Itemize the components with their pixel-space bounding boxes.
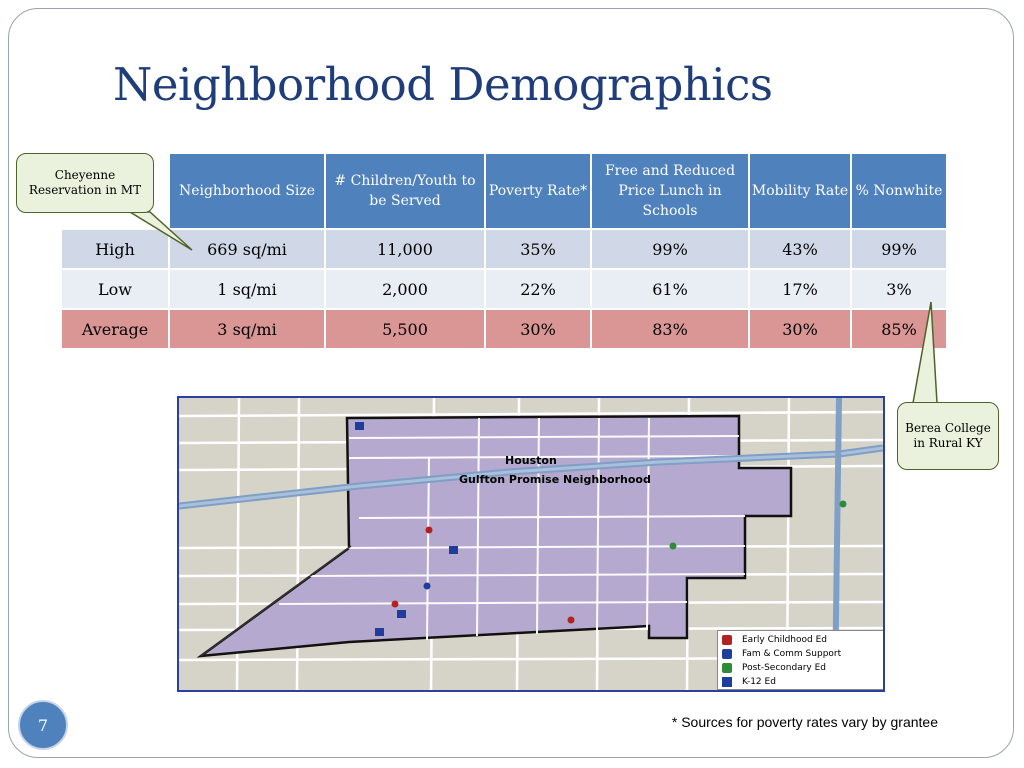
table-cell: 5,500 bbox=[324, 308, 486, 350]
table-cell: 22% bbox=[484, 268, 592, 310]
table-cell: 17% bbox=[748, 268, 852, 310]
table-cell: 30% bbox=[484, 308, 592, 350]
demographics-table: Neighborhood Size # Children/Youth to be… bbox=[60, 152, 948, 350]
header-percent-nonwhite: % Nonwhite bbox=[850, 152, 948, 230]
table-cell: 30% bbox=[748, 308, 852, 350]
header-mobility-rate: Mobility Rate bbox=[748, 152, 852, 230]
row-label: Low bbox=[60, 268, 170, 310]
map-city-label: Houston bbox=[505, 454, 557, 467]
table-cell: 2,000 bbox=[324, 268, 486, 310]
header-poverty-rate: Poverty Rate* bbox=[484, 152, 592, 230]
table-row: High 669 sq/mi 11,000 35% 99% 43% 99% bbox=[60, 228, 948, 270]
table-cell: 11,000 bbox=[324, 228, 486, 270]
green-pin-icon bbox=[722, 663, 732, 673]
table-row: Average 3 sq/mi 5,500 30% 83% 30% 85% bbox=[60, 308, 948, 350]
table-cell: 1 sq/mi bbox=[168, 268, 326, 310]
school-icon bbox=[722, 677, 732, 687]
blue-pin-icon bbox=[722, 649, 732, 659]
table-cell: 99% bbox=[590, 228, 750, 270]
map-neighborhood-label: Gulfton Promise Neighborhood bbox=[459, 473, 651, 486]
legend-item: Fam & Comm Support bbox=[722, 647, 880, 661]
header-free-reduced-lunch: Free and Reduced Price Lunch in Schools bbox=[590, 152, 750, 230]
red-pin-icon bbox=[722, 635, 732, 645]
table-cell: 35% bbox=[484, 228, 592, 270]
table-cell: 3 sq/mi bbox=[168, 308, 326, 350]
table-cell: 61% bbox=[590, 268, 750, 310]
legend-item: K-12 Ed bbox=[722, 675, 880, 689]
table-cell: 83% bbox=[590, 308, 750, 350]
table-cell: 43% bbox=[748, 228, 852, 270]
table-header-row: Neighborhood Size # Children/Youth to be… bbox=[60, 152, 948, 230]
legend-item: Early Childhood Ed bbox=[722, 633, 880, 647]
page-number-badge: 7 bbox=[18, 700, 68, 750]
table-cell: 3% bbox=[850, 268, 948, 310]
table-cell: 85% bbox=[850, 308, 948, 350]
slide-title: Neighborhood Demographics bbox=[113, 58, 773, 111]
neighborhood-map: Houston Gulfton Promise Neighborhood Ear… bbox=[177, 396, 885, 692]
footnote: * Sources for poverty rates vary by gran… bbox=[671, 714, 938, 730]
table-cell: 99% bbox=[850, 228, 948, 270]
row-label: High bbox=[60, 228, 170, 270]
table-row: Low 1 sq/mi 2,000 22% 61% 17% 3% bbox=[60, 268, 948, 310]
callout-berea: Berea College in Rural KY bbox=[897, 402, 999, 470]
table-cell: 669 sq/mi bbox=[168, 228, 326, 270]
map-legend: Early Childhood Ed Fam & Comm Support Po… bbox=[717, 630, 883, 690]
legend-item: Post-Secondary Ed bbox=[722, 661, 880, 675]
row-label: Average bbox=[60, 308, 170, 350]
header-children-youth: # Children/Youth to be Served bbox=[324, 152, 486, 230]
callout-cheyenne: Cheyenne Reservation in MT bbox=[16, 153, 154, 213]
header-neighborhood-size: Neighborhood Size bbox=[168, 152, 326, 230]
